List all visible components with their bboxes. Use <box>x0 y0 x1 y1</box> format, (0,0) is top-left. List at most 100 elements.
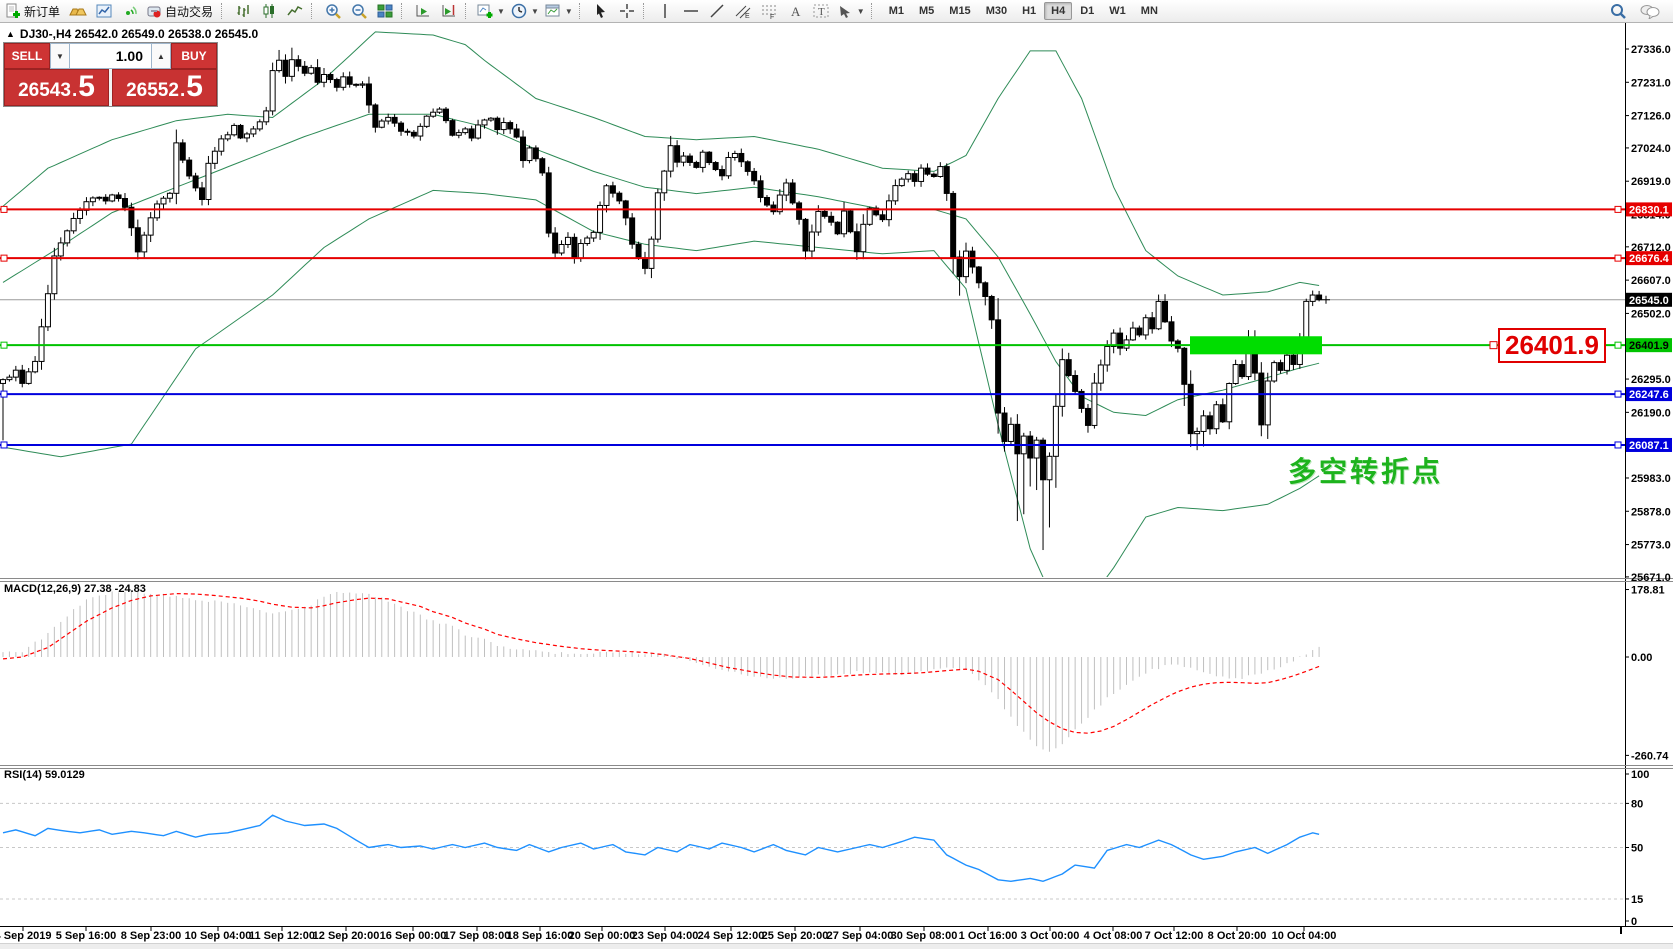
svg-text:E: E <box>745 13 750 19</box>
timeframe-m15-button[interactable]: M15 <box>949 5 971 17</box>
templates-button[interactable]: ▼ <box>542 0 576 22</box>
zoom-out-button[interactable] <box>346 0 372 22</box>
time-label: 4 Sep 2019 <box>0 930 51 942</box>
trendline-button[interactable] <box>704 0 730 22</box>
cursor-button[interactable] <box>588 0 614 22</box>
time-label: 12 Sep 20:00 <box>313 930 380 942</box>
highlight-rectangle[interactable] <box>1190 336 1322 355</box>
indicators-button[interactable]: ▼ <box>474 0 508 22</box>
line-chart-button[interactable] <box>282 0 308 22</box>
time-label: 3 Oct 00:00 <box>1021 930 1080 942</box>
timeframe-m5-button[interactable]: M5 <box>919 5 935 17</box>
timeframe-h1-button[interactable]: H1 <box>1022 5 1037 17</box>
new-order-button[interactable]: 新订单 <box>2 0 65 22</box>
toolbar: 新订单 自动交易 ▼ ▼ ▼ E F A T ▼ <box>0 0 1673 23</box>
arrows-button[interactable]: ▼ <box>834 0 868 22</box>
time-label: 17 Sep 08:00 <box>444 930 511 942</box>
bar-chart-button[interactable] <box>230 0 256 22</box>
timeframe-m30-button[interactable]: M30 <box>985 5 1008 17</box>
zoom-out-icon <box>351 3 368 20</box>
svg-text:25983.0: 25983.0 <box>1631 473 1671 485</box>
buy-button[interactable]: BUY <box>171 43 217 69</box>
svg-text:0.00: 0.00 <box>1631 652 1652 664</box>
timeframe-d1-button[interactable]: D1 <box>1080 5 1095 17</box>
chart-shift-icon <box>441 3 457 19</box>
volume-increase-button[interactable]: ▲ <box>151 43 171 69</box>
chart-shift-button[interactable] <box>436 0 462 22</box>
svg-text:26295.0: 26295.0 <box>1631 374 1671 386</box>
line-handle <box>0 441 8 449</box>
chat-icon <box>1640 5 1660 19</box>
gold-button[interactable] <box>65 0 91 22</box>
volume-decrease-button[interactable]: ▼ <box>50 43 70 69</box>
market-watch-button[interactable] <box>91 0 117 22</box>
timeframe-w1-button[interactable]: W1 <box>1109 5 1126 17</box>
timeframe-m1-button[interactable]: M1 <box>888 5 904 17</box>
price-badge <box>1626 338 1672 353</box>
time-label: 27 Sep 04:00 <box>827 930 894 942</box>
rsi-pane[interactable] <box>0 802 1625 900</box>
main-price-pane[interactable] <box>0 31 1625 612</box>
price-callout-box[interactable]: 26401.9 <box>1498 328 1606 363</box>
autotrade-icon <box>146 3 162 19</box>
hline-button[interactable] <box>678 0 704 22</box>
vline-icon <box>657 3 673 19</box>
svg-text:26401.9: 26401.9 <box>1629 340 1669 352</box>
price-badge <box>1626 202 1672 217</box>
candlestick-button[interactable] <box>256 0 282 22</box>
macd-pane[interactable] <box>2 590 1320 752</box>
toolbar-separator <box>401 3 406 19</box>
buy-price-button[interactable]: 26552. 5 <box>112 69 217 106</box>
timeframe-toolbar: M1 M5 M15 M30 H1 H4 D1 W1 MN <box>882 2 1165 20</box>
svg-text:A: A <box>791 4 801 19</box>
macd-label: MACD(12,26,9) 27.38 -24.83 <box>4 583 146 595</box>
tile-windows-button[interactable] <box>372 0 398 22</box>
price-badge <box>1626 292 1672 307</box>
svg-text:178.81: 178.81 <box>1631 585 1665 597</box>
text-button[interactable]: A <box>782 0 808 22</box>
label-button[interactable]: T <box>808 0 834 22</box>
line-handle <box>0 390 8 398</box>
sell-price-button[interactable]: 26543. 5 <box>4 69 109 106</box>
crosshair-icon <box>619 3 635 19</box>
buy-price: 26552 <box>126 80 179 101</box>
channel-icon: E <box>735 3 751 19</box>
time-label: 4 Oct 08:00 <box>1084 930 1143 942</box>
svg-text:27336.0: 27336.0 <box>1631 44 1671 56</box>
timeframe-mn-button[interactable]: MN <box>1140 5 1158 17</box>
line-handle <box>1614 341 1622 349</box>
auto-scroll-button[interactable] <box>410 0 436 22</box>
svg-text:26190.0: 26190.0 <box>1631 407 1671 419</box>
time-label: 8 Sep 23:00 <box>121 930 182 942</box>
callout-handle[interactable] <box>1489 341 1498 350</box>
signal-button[interactable] <box>117 0 143 22</box>
new-order-label: 新订单 <box>24 4 61 19</box>
time-label: 5 Sep 16:00 <box>56 930 117 942</box>
sell-button[interactable]: SELL <box>4 43 50 69</box>
fibonacci-button[interactable]: F <box>756 0 782 22</box>
volume-input[interactable]: 1.00 <box>70 43 151 69</box>
channel-button[interactable]: E <box>730 0 756 22</box>
crosshair-button[interactable] <box>614 0 640 22</box>
time-label: 16 Sep 00:00 <box>380 930 447 942</box>
macd-signal-line <box>2 592 1320 734</box>
hline-icon <box>683 3 699 19</box>
autotrade-button[interactable]: 自动交易 <box>143 0 218 22</box>
svg-text:25671.0: 25671.0 <box>1631 572 1671 584</box>
rsi-label: RSI(14) 59.0129 <box>4 769 85 781</box>
timeframe-h4-button[interactable]: H4 <box>1044 2 1073 20</box>
vline-button[interactable] <box>652 0 678 22</box>
svg-text:F: F <box>770 14 774 19</box>
zoom-in-button[interactable] <box>320 0 346 22</box>
gold-icon <box>69 3 87 19</box>
horizontal-scrollbar[interactable] <box>0 943 1673 949</box>
search-button[interactable] <box>1605 0 1631 22</box>
time-label: 25 Sep 20:00 <box>762 930 829 942</box>
chat-button[interactable] <box>1637 0 1663 22</box>
periods-button[interactable]: ▼ <box>508 0 542 22</box>
bar-chart-icon <box>235 3 251 19</box>
panel-expander-icon[interactable]: ▲ <box>6 29 15 39</box>
arrows-icon <box>837 3 853 19</box>
